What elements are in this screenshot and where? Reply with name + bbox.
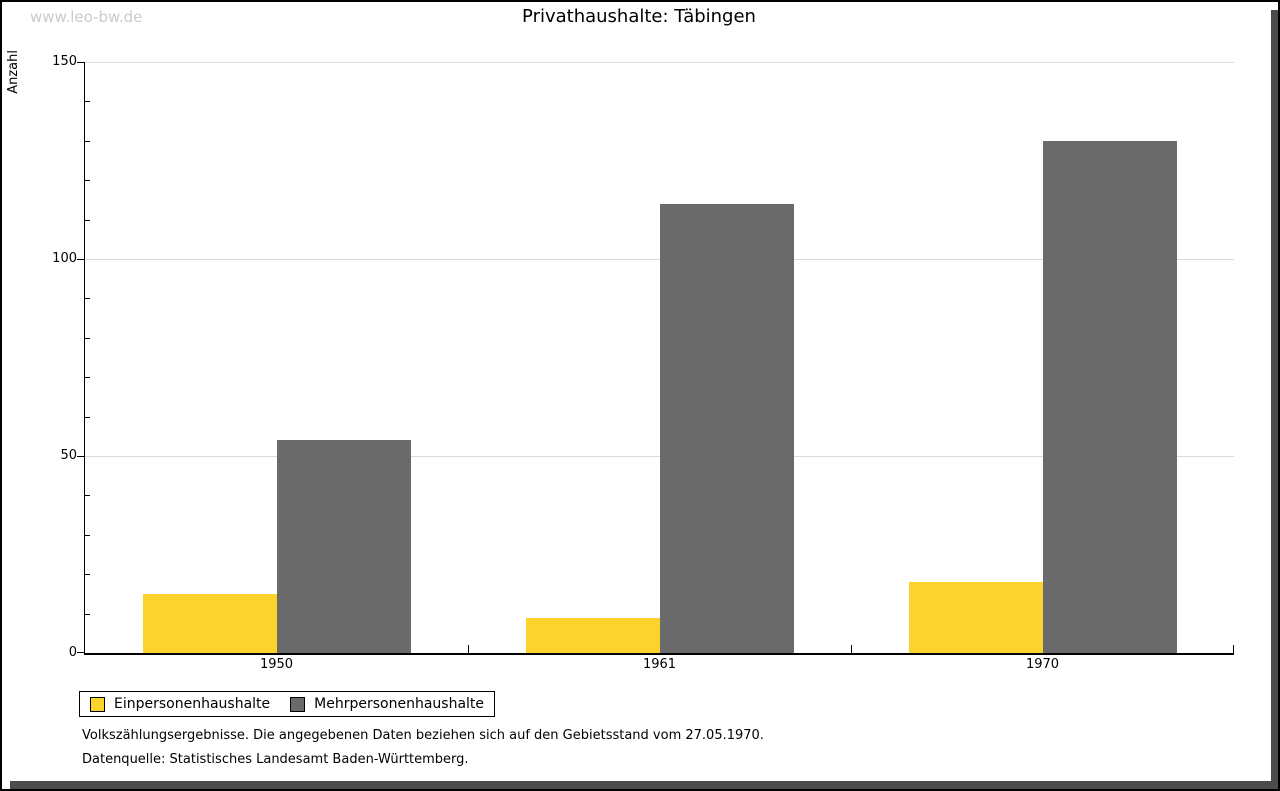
x-axis-category-label-1950: 1950 [259,657,294,672]
bar-mehrpersonenhaushalte-1970 [1042,140,1177,653]
x-axis-boundary-tick-2 [851,645,852,653]
y-axis-minor-tick-40 [85,495,90,497]
y-axis-minor-tick-60 [85,416,90,418]
footnote-census: Volkszählungsergebnisse. Die angegebenen… [82,728,764,743]
y-axis-minor-tick-20 [85,574,90,576]
frame-shadow-right [1271,10,1278,789]
y-axis-label: Anzahl [6,50,21,94]
y-axis-minor-tick-80 [85,337,90,339]
legend-label-mehrpersonenhaushalte: Mehrpersonenhaushalte [314,696,485,712]
bar-mehrpersonenhaushalte-1961 [659,203,794,653]
y-axis-minor-tick-30 [85,534,90,536]
y-axis-major-tick-0 [77,652,85,653]
x-axis-end-tick [1233,645,1234,653]
x-axis-category-label-1970: 1970 [1025,657,1060,672]
y-axis-minor-tick-90 [85,298,90,300]
plot-area: 0 50 100 150 1950 1961 1970 [52,54,1234,672]
y-axis-minor-tick-140 [85,101,90,103]
legend-item-einpersonenhaushalte: Einpersonenhaushalte [90,696,270,712]
y-axis-major-tick-50 [77,456,85,457]
y-axis-minor-tick-110 [85,219,90,221]
chart-title: Privathaushalte: Täbingen [522,6,756,27]
y-axis-minor-tick-10 [85,613,90,615]
bar-einpersonenhaushalte-1970 [908,582,1043,653]
legend-item-mehrpersonenhaushalte: Mehrpersonenhaushalte [290,696,484,712]
x-axis-boundary-tick-1 [468,645,469,653]
x-axis-category-label-1961: 1961 [642,657,677,672]
bar-einpersonenhaushalte-1961 [525,617,660,653]
y-axis-tick-label-150: 150 [52,54,77,69]
gridline-150 [85,62,1234,63]
footnote-source: Datenquelle: Statistisches Landesamt Bad… [82,752,469,767]
frame-shadow-bottom [10,781,1278,789]
y-axis-tick-label-100: 100 [52,251,77,266]
y-axis-minor-tick-130 [85,140,90,142]
legend-swatch-einpersonenhaushalte [90,696,105,712]
y-axis-minor-tick-120 [85,180,90,182]
bar-einpersonenhaushalte-1950 [142,593,277,653]
legend-swatch-mehrpersonenhaushalte [290,696,306,712]
watermark: www.leo-bw.de [30,8,143,26]
y-axis-tick-label-50: 50 [60,448,77,463]
bar-mehrpersonenhaushalte-1950 [276,440,411,653]
y-axis-minor-tick-70 [85,377,90,379]
y-axis-major-tick-150 [77,62,85,63]
y-axis-tick-label-0: 0 [68,645,77,660]
y-axis-major-tick-100 [77,259,85,260]
legend: Einpersonenhaushalte Mehrpersonenhaushal… [79,691,496,717]
legend-label-einpersonenhaushalte: Einpersonenhaushalte [114,696,271,712]
